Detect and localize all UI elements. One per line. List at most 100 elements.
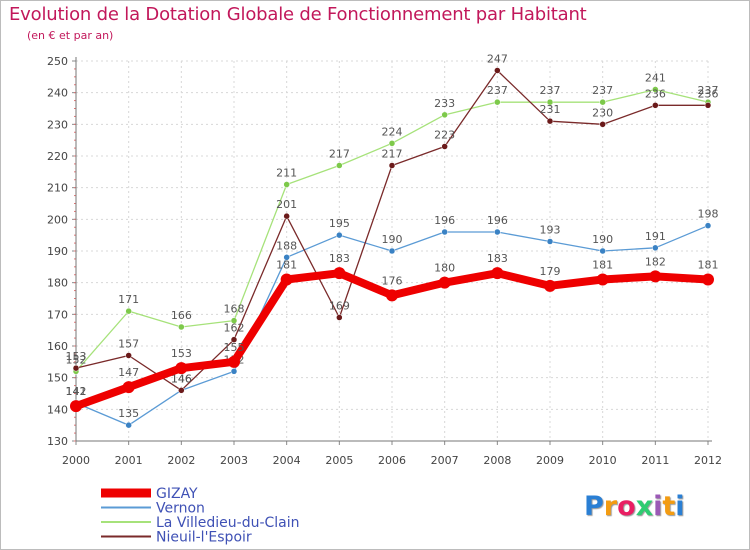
data-label-gizay: 141 — [66, 385, 87, 398]
data-point-la-villedieu-du-clain — [494, 98, 501, 106]
data-label-nieuil-l-espoir: 231 — [540, 103, 561, 116]
y-tick-label: 250 — [47, 55, 68, 68]
x-tick-label: 2002 — [167, 454, 195, 467]
logo-letter: i — [653, 491, 663, 522]
data-label-la-villedieu-du-clain: 233 — [434, 97, 455, 110]
data-label-gizay: 179 — [540, 265, 561, 278]
data-point-la-villedieu-du-clain — [336, 162, 343, 169]
data-point-nieuil-l-espoir — [599, 121, 606, 128]
data-label-gizay: 147 — [118, 366, 139, 379]
data-label-nieuil-l-espoir: 169 — [329, 300, 350, 313]
data-point-gizay — [491, 267, 504, 280]
x-tick-label: 2012 — [694, 454, 722, 467]
data-label-nieuil-l-espoir: 247 — [487, 53, 508, 66]
data-point-nieuil-l-espoir — [72, 364, 80, 372]
data-point-la-villedieu-du-clain — [125, 307, 132, 315]
data-point-vernon — [388, 247, 396, 255]
data-point-nieuil-l-espoir — [546, 117, 554, 125]
y-tick-label: 130 — [47, 435, 68, 448]
data-point-gizay — [122, 381, 135, 394]
data-label-gizay: 181 — [698, 259, 719, 272]
data-point-nieuil-l-espoir — [388, 162, 396, 169]
data-point-vernon — [546, 238, 554, 245]
data-label-nieuil-l-espoir: 162 — [224, 322, 245, 335]
x-tick-label: 2009 — [536, 454, 564, 467]
data-point-vernon — [494, 228, 501, 236]
data-label-gizay: 180 — [434, 262, 455, 275]
data-label-nieuil-l-espoir: 223 — [434, 129, 455, 142]
data-point-gizay — [280, 273, 293, 286]
data-label-vernon: 193 — [540, 224, 561, 237]
y-tick-label: 240 — [47, 87, 68, 100]
data-label-la-villedieu-du-clain: 217 — [329, 148, 350, 161]
chart-title: Evolution de la Dotation Globale de Fonc… — [9, 4, 587, 25]
x-tick-label: 2008 — [483, 454, 511, 467]
data-point-vernon — [704, 222, 712, 229]
data-label-gizay: 182 — [645, 255, 666, 268]
logo-letter: o — [617, 491, 636, 522]
data-point-vernon — [652, 244, 659, 252]
data-label-vernon: 188 — [276, 239, 297, 252]
legend-label-nieuil-l-espoir: Nieuil-l'Espoir — [156, 530, 252, 546]
data-point-vernon — [125, 421, 132, 429]
data-label-vernon: 198 — [698, 208, 719, 221]
data-point-la-villedieu-du-clain — [441, 111, 448, 119]
x-tick-label: 2003 — [220, 454, 248, 467]
x-tick-label: 2011 — [641, 454, 669, 467]
data-label-vernon: 196 — [434, 214, 455, 227]
data-label-nieuil-l-espoir: 201 — [276, 198, 297, 211]
data-label-nieuil-l-espoir: 146 — [171, 372, 192, 385]
data-point-nieuil-l-espoir — [652, 102, 659, 109]
data-label-vernon: 191 — [645, 230, 666, 243]
data-label-la-villedieu-du-clain: 168 — [224, 303, 245, 316]
legend-label-vernon: Vernon — [156, 501, 205, 517]
data-point-gizay — [333, 267, 346, 280]
data-label-vernon: 135 — [118, 407, 139, 420]
legend-label-la-villedieu-du-clain: La Villedieu-du-Clain — [156, 515, 300, 531]
x-tick-label: 2004 — [273, 454, 301, 467]
legend-label-gizay: GIZAY — [156, 486, 198, 502]
y-tick-label: 190 — [47, 245, 68, 258]
data-label-vernon: 146 — [171, 372, 192, 385]
data-label-nieuil-l-espoir: 153 — [66, 350, 87, 363]
data-point-la-villedieu-du-clain — [652, 86, 659, 93]
data-point-gizay — [702, 273, 714, 286]
data-label-vernon: 190 — [592, 233, 613, 246]
x-tick-label: 2007 — [431, 454, 459, 467]
data-point-la-villedieu-du-clain — [230, 317, 238, 324]
data-label-vernon: 196 — [487, 214, 508, 227]
data-label-la-villedieu-du-clain: 152 — [66, 353, 87, 366]
data-point-la-villedieu-du-clain — [283, 181, 290, 188]
data-point-gizay — [596, 273, 609, 286]
data-point-la-villedieu-du-clain — [388, 140, 396, 147]
y-tick-label: 200 — [47, 213, 68, 226]
data-label-la-villedieu-du-clain: 237 — [540, 84, 561, 97]
data-label-la-villedieu-du-clain: 237 — [487, 84, 508, 97]
data-point-nieuil-l-espoir — [494, 67, 501, 74]
data-label-la-villedieu-du-clain: 237 — [698, 84, 719, 97]
data-point-gizay — [386, 289, 398, 302]
data-point-gizay — [70, 400, 82, 413]
logo-letter: r — [603, 491, 618, 522]
data-point-nieuil-l-espoir — [336, 314, 343, 321]
data-label-vernon: 190 — [382, 233, 403, 246]
data-label-gizay: 153 — [171, 347, 192, 360]
data-label-nieuil-l-espoir: 236 — [698, 87, 719, 100]
y-tick-label: 210 — [47, 182, 68, 195]
data-point-gizay — [228, 355, 240, 368]
y-tick-label: 180 — [47, 277, 68, 290]
data-point-nieuil-l-espoir — [441, 143, 448, 150]
logo-letter: t — [662, 491, 676, 522]
data-point-vernon — [283, 254, 290, 261]
y-tick-label: 160 — [47, 340, 68, 353]
data-point-la-villedieu-du-clain — [178, 323, 185, 331]
data-label-gizay: 176 — [382, 274, 403, 287]
data-label-la-villedieu-du-clain: 166 — [171, 309, 192, 322]
data-label-la-villedieu-du-clain: 237 — [592, 84, 613, 97]
x-tick-label: 2005 — [325, 454, 353, 467]
data-point-nieuil-l-espoir — [704, 102, 712, 109]
data-point-gizay — [544, 279, 556, 292]
y-tick-label: 230 — [47, 118, 68, 131]
